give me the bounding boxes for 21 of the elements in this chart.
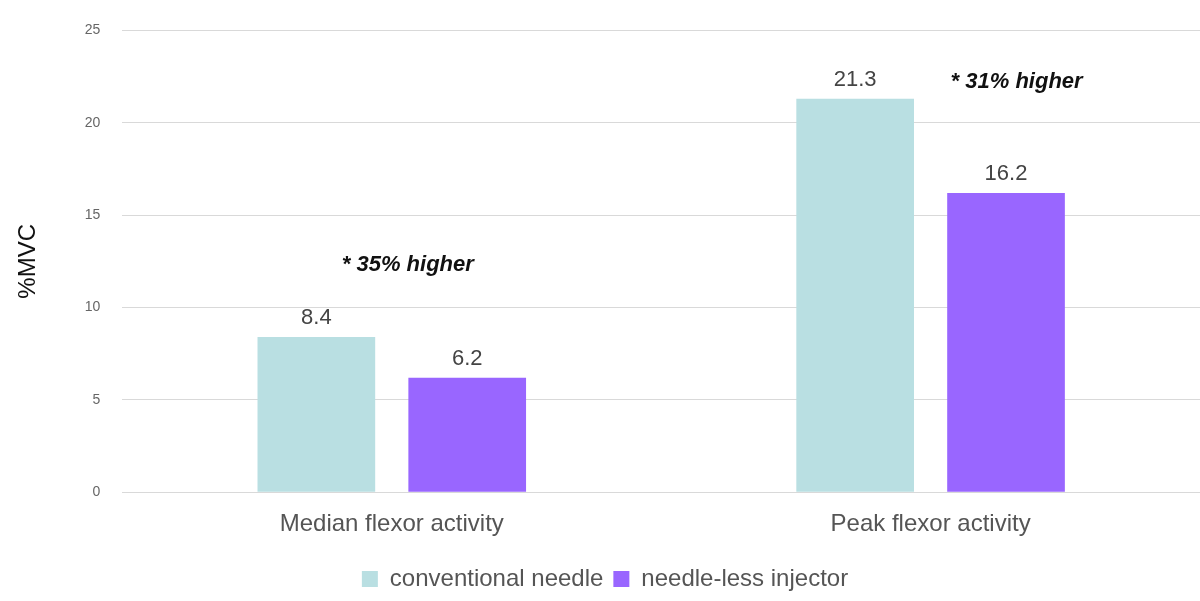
y-tick-label: 10 [84, 298, 101, 315]
annotation: * 31% higher [950, 67, 1085, 93]
data-label: 8.4 [301, 304, 332, 330]
bar [796, 98, 914, 492]
y-tick-label: 20 [84, 113, 101, 130]
data-label: 16.2 [984, 160, 1028, 186]
y-axis-title: %MVC [13, 223, 41, 299]
x-tick-label: Peak flexor activity [830, 509, 1031, 537]
legend-label: conventional needle [389, 563, 604, 591]
y-tick-label: 5 [92, 390, 101, 407]
annotation: * 35% higher [341, 251, 476, 277]
y-tick-label: 15 [84, 205, 101, 222]
x-tick-label: Median flexor activity [279, 509, 504, 537]
legend-label: needle-less injector [641, 563, 849, 591]
bar [408, 377, 527, 492]
data-label: 6.2 [451, 344, 483, 370]
bar [947, 192, 1065, 492]
y-tick-label: 25 [84, 21, 101, 38]
data-label: 21.3 [833, 65, 877, 91]
bar [257, 337, 376, 492]
y-tick-label: 0 [92, 483, 101, 500]
